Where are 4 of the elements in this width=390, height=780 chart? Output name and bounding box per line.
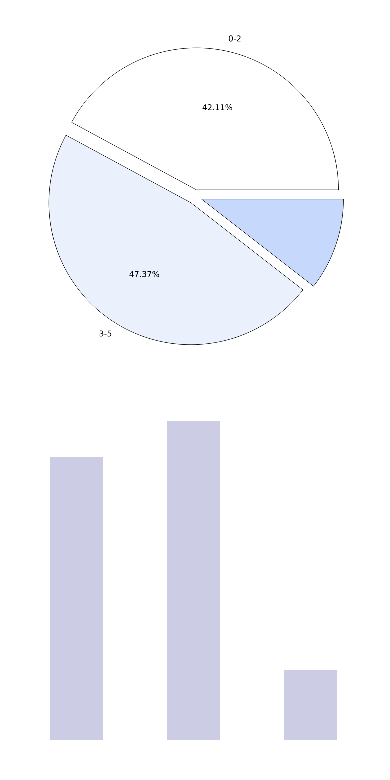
slice-label: 3-5 <box>100 330 112 337</box>
data-label: 47.37% <box>130 271 160 278</box>
slice-label: 0-2 <box>229 36 241 42</box>
data-label: 42.11% <box>202 104 232 111</box>
